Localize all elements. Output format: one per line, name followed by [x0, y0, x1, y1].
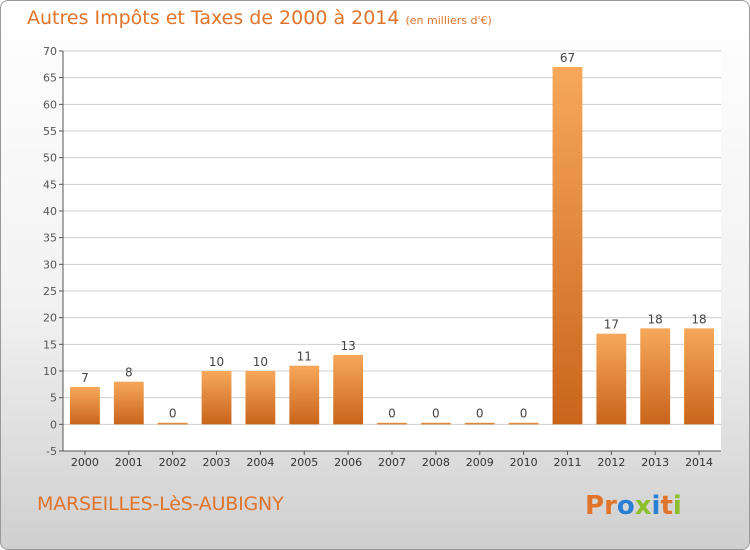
- bar: [464, 422, 495, 425]
- x-tick-label: 2011: [553, 456, 581, 469]
- bar-value-label: 17: [604, 318, 619, 332]
- y-tick-label: 40: [43, 205, 57, 218]
- x-tick-label: 2000: [71, 456, 99, 469]
- x-tick-label: 2003: [203, 456, 231, 469]
- x-tick-label: 2005: [290, 456, 318, 469]
- logo-text: Proxiti: [585, 491, 682, 521]
- x-tick-label: 2009: [466, 456, 494, 469]
- y-tick-label: -5: [46, 445, 57, 458]
- chart-title: Autres Impôts et Taxes de 2000 à 2014 (en…: [27, 7, 492, 29]
- bar: [113, 381, 144, 425]
- y-tick-label: 20: [43, 312, 57, 325]
- y-tick-label: 25: [43, 285, 57, 298]
- bar-value-label: 0: [388, 407, 396, 421]
- bar-value-label: 11: [297, 350, 312, 364]
- bar: [70, 387, 100, 425]
- bar-value-label: 0: [520, 407, 528, 421]
- chart-subtitle: (en milliers d'€): [405, 14, 492, 27]
- bar-value-label: 10: [209, 355, 224, 369]
- bar-value-label: 8: [125, 366, 133, 380]
- bar: [201, 371, 232, 425]
- bar: [508, 422, 539, 425]
- bar: [289, 365, 320, 425]
- bar-value-label: 0: [432, 407, 440, 421]
- y-tick-label: 30: [43, 258, 57, 271]
- bar-value-label: 7: [81, 371, 89, 385]
- y-tick-label: 55: [43, 125, 57, 138]
- bar: [420, 422, 451, 425]
- bar-value-label: 13: [340, 339, 355, 353]
- bar: [377, 422, 407, 425]
- y-tick-label: 35: [43, 232, 57, 245]
- y-tick-label: 5: [50, 392, 57, 405]
- x-tick-label: 2012: [597, 456, 625, 469]
- bar-value-label: 0: [476, 407, 484, 421]
- bar-value-label: 0: [169, 407, 177, 421]
- bar-value-label: 67: [560, 51, 575, 65]
- x-tick-label: 2002: [159, 456, 187, 469]
- bar-value-label: 10: [253, 355, 268, 369]
- x-tick-label: 2008: [422, 456, 450, 469]
- bar: [245, 371, 276, 425]
- bar: [684, 328, 714, 425]
- y-tick-label: 70: [43, 45, 57, 58]
- y-tick-label: 15: [43, 338, 57, 351]
- y-tick-label: 10: [43, 365, 57, 378]
- y-tick-label: 65: [43, 72, 57, 85]
- chart-title-text: Autres Impôts et Taxes de 2000 à 2014: [27, 7, 400, 29]
- y-tick-label: 60: [43, 98, 57, 111]
- y-tick-label: 45: [43, 178, 57, 191]
- x-tick-label: 2007: [378, 456, 406, 469]
- x-tick-label: 2001: [115, 456, 143, 469]
- x-tick-label: 2010: [510, 456, 538, 469]
- x-tick-label: 2006: [334, 456, 362, 469]
- bar: [552, 67, 583, 425]
- bar: [157, 422, 188, 425]
- x-tick-label: 2013: [641, 456, 669, 469]
- commune-name: MARSEILLES-LèS-AUBIGNY: [37, 493, 284, 515]
- proxiti-logo: Proxiti: [585, 491, 682, 521]
- bar: [596, 333, 627, 425]
- bar: [333, 355, 364, 425]
- y-tick-label: 50: [43, 152, 57, 165]
- y-tick-label: 0: [50, 418, 57, 431]
- x-tick-label: 2014: [685, 456, 713, 469]
- bar: [640, 328, 671, 425]
- bar-value-label: 18: [691, 312, 706, 326]
- x-tick-label: 2004: [246, 456, 274, 469]
- bar-value-label: 18: [648, 312, 663, 326]
